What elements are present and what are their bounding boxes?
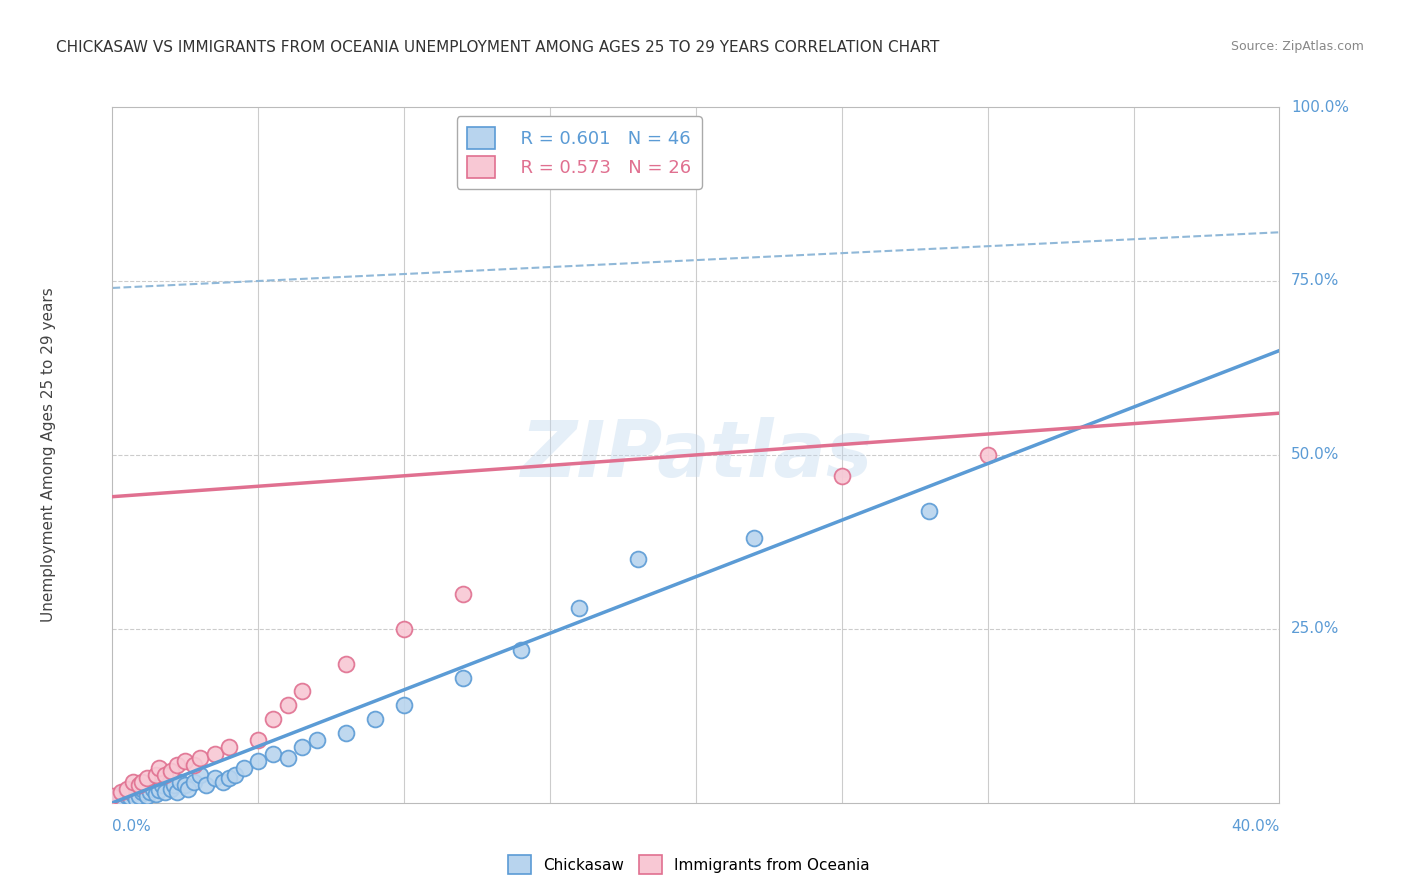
Point <box>188 768 211 782</box>
Point <box>148 761 170 775</box>
Point <box>166 757 188 772</box>
Point <box>291 740 314 755</box>
Point <box>451 587 474 601</box>
Point <box>125 791 148 805</box>
Point <box>115 781 138 796</box>
Point <box>131 775 153 789</box>
Point <box>145 768 167 782</box>
Point <box>153 768 176 782</box>
Point <box>148 783 170 797</box>
Text: 50.0%: 50.0% <box>1291 448 1340 462</box>
Text: 100.0%: 100.0% <box>1291 100 1350 114</box>
Point <box>115 789 138 803</box>
Point <box>247 733 270 747</box>
Point <box>153 785 176 799</box>
Point <box>128 789 150 803</box>
Point <box>160 781 183 796</box>
Text: 0.0%: 0.0% <box>112 819 152 834</box>
Point <box>169 775 191 789</box>
Point <box>262 747 284 761</box>
Point <box>335 726 357 740</box>
Point <box>131 781 153 796</box>
Point <box>204 772 226 786</box>
Text: 40.0%: 40.0% <box>1232 819 1279 834</box>
Point <box>122 775 145 789</box>
Point <box>107 789 129 803</box>
Point <box>139 785 162 799</box>
Point <box>136 772 159 786</box>
Point <box>204 747 226 761</box>
Point <box>831 468 853 483</box>
Point <box>110 792 132 806</box>
Legend:   R = 0.601   N = 46,   R = 0.573   N = 26: R = 0.601 N = 46, R = 0.573 N = 26 <box>457 116 702 189</box>
Point <box>276 698 298 713</box>
Text: 75.0%: 75.0% <box>1291 274 1340 288</box>
Point <box>122 788 145 802</box>
Text: ZIPatlas: ZIPatlas <box>520 417 872 493</box>
Point <box>110 785 132 799</box>
Text: Unemployment Among Ages 25 to 29 years: Unemployment Among Ages 25 to 29 years <box>41 287 56 623</box>
Point <box>742 532 765 546</box>
Point <box>128 778 150 792</box>
Point <box>183 757 205 772</box>
Point <box>392 622 416 636</box>
Point <box>136 789 159 803</box>
Point <box>101 789 124 803</box>
Point <box>145 788 167 802</box>
Point <box>247 754 270 768</box>
Text: Source: ZipAtlas.com: Source: ZipAtlas.com <box>1230 40 1364 54</box>
Point <box>262 712 284 726</box>
Point <box>364 712 387 726</box>
Point <box>305 733 328 747</box>
Point <box>174 754 197 768</box>
Point <box>392 698 416 713</box>
Point <box>166 785 188 799</box>
Point <box>142 781 165 796</box>
Point <box>224 768 246 782</box>
Point <box>568 601 591 615</box>
Legend: Chickasaw, Immigrants from Oceania: Chickasaw, Immigrants from Oceania <box>502 849 876 880</box>
Point <box>194 778 217 792</box>
Point <box>163 778 186 792</box>
Point <box>291 684 314 698</box>
Point <box>160 764 183 779</box>
Point <box>218 772 240 786</box>
Point <box>131 785 153 799</box>
Point <box>218 740 240 755</box>
Point <box>177 781 200 796</box>
Point <box>509 642 531 657</box>
Point <box>174 778 197 792</box>
Text: 25.0%: 25.0% <box>1291 622 1340 636</box>
Point <box>976 448 998 462</box>
Point <box>150 778 173 792</box>
Text: CHICKASAW VS IMMIGRANTS FROM OCEANIA UNEMPLOYMENT AMONG AGES 25 TO 29 YEARS CORR: CHICKASAW VS IMMIGRANTS FROM OCEANIA UNE… <box>56 40 939 55</box>
Point <box>335 657 357 671</box>
Point <box>232 761 254 775</box>
Point <box>276 750 298 764</box>
Point <box>451 671 474 685</box>
Point <box>183 775 205 789</box>
Point <box>101 792 124 806</box>
Point <box>212 775 235 789</box>
Point <box>188 750 211 764</box>
Point <box>118 790 141 805</box>
Point <box>112 785 135 799</box>
Point <box>626 552 648 566</box>
Point <box>918 503 941 517</box>
